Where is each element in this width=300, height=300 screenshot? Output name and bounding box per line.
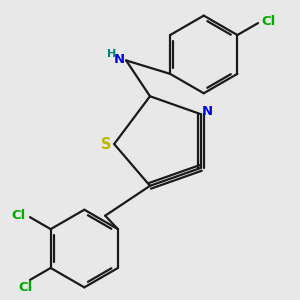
Text: H: H [107,49,116,59]
Text: Cl: Cl [11,209,25,222]
Text: N: N [202,105,213,118]
Text: Cl: Cl [18,281,33,294]
Text: S: S [101,136,112,152]
Text: N: N [114,53,125,66]
Text: Cl: Cl [261,15,276,28]
